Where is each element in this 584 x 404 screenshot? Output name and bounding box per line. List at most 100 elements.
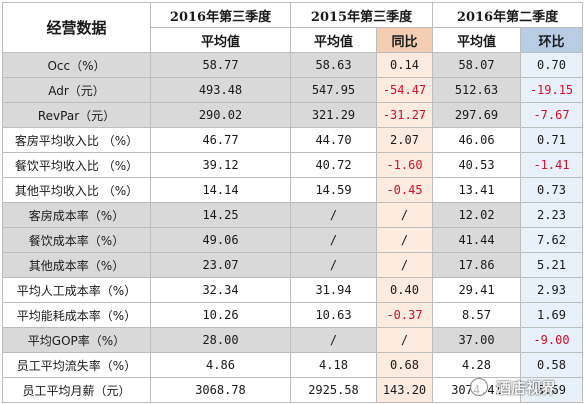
row-label: 其他成本率（%） — [2, 252, 151, 278]
value-2015q3: / — [290, 227, 377, 253]
value-yoy: 0.40 — [376, 277, 433, 303]
value-yoy: 0.68 — [376, 352, 433, 378]
value-yoy: / — [376, 202, 433, 228]
value-2015q3: 547.95 — [290, 77, 377, 103]
watermark: 酒店视界 — [495, 379, 556, 397]
table-row: Adr（元） 493.48 547.95 -54.47 512.63 -19.15 — [2, 77, 583, 103]
header-row-periods: 经营数据 2016年第三季度 2015年第三季度 2016年第二季度 — [2, 2, 583, 53]
value-2016q3: 493.48 — [150, 77, 291, 103]
value-2016q3: 39.12 — [150, 152, 291, 178]
col-qoq: 环比 — [520, 27, 583, 53]
value-2016q2: 297.69 — [432, 102, 521, 128]
row-label: 餐饮平均收入比 （%） — [2, 152, 151, 178]
value-qoq: -7.67 — [520, 102, 583, 128]
value-yoy: 0.14 — [376, 52, 433, 78]
period-2016-q3: 2016年第三季度 — [150, 2, 291, 28]
row-label: 员工平均月薪（元） — [2, 377, 151, 403]
table-row: 其他平均收入比 （%） 14.14 14.59 -0.45 13.41 0.73 — [2, 177, 583, 203]
value-yoy: -0.45 — [376, 177, 433, 203]
col-yoy: 同比 — [376, 27, 433, 53]
row-label: Occ（%） — [2, 52, 151, 78]
value-qoq: 0.70 — [520, 52, 583, 78]
value-2016q3: 14.25 — [150, 202, 291, 228]
value-2016q3: 3068.78 — [150, 377, 291, 403]
value-yoy: -1.60 — [376, 152, 433, 178]
value-qoq: 2.93 — [520, 277, 583, 303]
value-2016q2: 512.63 — [432, 77, 521, 103]
value-yoy: 2.07 — [376, 127, 433, 153]
value-2015q3: 10.63 — [290, 302, 377, 328]
value-2015q3: 4.18 — [290, 352, 377, 378]
value-yoy: / — [376, 227, 433, 253]
table-row: 平均人工成本率（%） 32.34 31.94 0.40 29.41 2.93 — [2, 277, 583, 303]
row-label: 平均人工成本率（%） — [2, 277, 151, 303]
value-yoy: -31.27 — [376, 102, 433, 128]
value-2016q2: 58.07 — [432, 52, 521, 78]
table-row: 平均能耗成本率（%） 10.26 10.63 -0.37 8.57 1.69 — [2, 302, 583, 328]
value-2015q3: 31.94 — [290, 277, 377, 303]
header-row-subcolumns: 平均值 平均值 同比 平均值 环比 — [3, 27, 583, 53]
value-qoq: -19.15 — [520, 77, 583, 103]
value-2016q2: 17.86 — [432, 252, 521, 278]
value-2015q3: 14.59 — [290, 177, 377, 203]
value-2016q2: 46.06 — [432, 127, 521, 153]
value-2016q3: 32.34 — [150, 277, 291, 303]
corner-label: 经营数据 — [2, 2, 151, 53]
value-yoy: 143.20 — [376, 377, 433, 403]
table-row: Occ（%） 58.77 58.63 0.14 58.07 0.70 — [2, 52, 583, 78]
value-2015q3: / — [290, 327, 377, 353]
value-2016q3: 10.26 — [150, 302, 291, 328]
value-qoq: 0.58 — [520, 352, 583, 378]
value-qoq: 5.69 — [520, 377, 583, 403]
row-label: 平均能耗成本率（%） — [2, 302, 151, 328]
value-qoq: -1.41 — [520, 152, 583, 178]
table-row: RevPar（元） 290.02 321.29 -31.27 297.69 -7.67 — [2, 102, 583, 128]
watermark-logo-icon — [470, 378, 488, 396]
table-row: 员工平均流失率（%） 4.86 4.18 0.68 4.28 0.58 — [2, 352, 583, 378]
table-row: 餐饮成本率（%） 49.06//41.44 7.62 — [2, 227, 583, 253]
value-2016q2: 4.28 — [432, 352, 521, 378]
period-2016-q2: 2016年第二季度 — [432, 2, 583, 28]
value-2016q2: 40.53 — [432, 152, 521, 178]
value-2015q3: 2925.58 — [290, 377, 377, 403]
value-2015q3: 44.70 — [290, 127, 377, 153]
value-2016q2: 37.00 — [432, 327, 521, 353]
value-qoq: 7.62 — [520, 227, 583, 253]
value-2015q3: 40.72 — [290, 152, 377, 178]
col-avg-2016q2: 平均值 — [432, 27, 521, 53]
value-2016q3: 14.14 — [150, 177, 291, 203]
table-row: 餐饮平均收入比 （%） 39.12 40.72 -1.60 40.53 -1.41 — [2, 152, 583, 178]
table-row: 其他成本率（%） 23.07//17.86 5.21 — [2, 252, 583, 278]
value-qoq: 2.23 — [520, 202, 583, 228]
table-row: 客房成本率（%） 14.25//12.02 2.23 — [2, 202, 583, 228]
value-qoq: 0.73 — [520, 177, 583, 203]
value-2016q2: 12.02 — [432, 202, 521, 228]
value-2016q2: 41.44 — [432, 227, 521, 253]
row-label: 其他平均收入比 （%） — [2, 177, 151, 203]
value-2016q3: 28.00 — [150, 327, 291, 353]
value-2016q3: 46.77 — [150, 127, 291, 153]
value-2016q2: 8.57 — [432, 302, 521, 328]
col-avg-2016q3: 平均值 — [150, 27, 291, 53]
period-2015-q3: 2015年第三季度 — [290, 2, 433, 28]
value-2015q3: 58.63 — [290, 52, 377, 78]
value-yoy: -54.47 — [376, 77, 433, 103]
value-2016q3: 58.77 — [150, 52, 291, 78]
value-qoq: -9.00 — [520, 327, 583, 353]
row-label: 员工平均流失率（%） — [2, 352, 151, 378]
value-2016q3: 49.06 — [150, 227, 291, 253]
value-2016q3: 4.86 — [150, 352, 291, 378]
row-label: 平均GOP率（%） — [2, 327, 151, 353]
value-qoq: 5.21 — [520, 252, 583, 278]
value-2015q3: / — [290, 252, 377, 278]
table-row: 平均GOP率（%） 28.00//37.00 -9.00 — [2, 327, 583, 353]
value-yoy: / — [376, 252, 433, 278]
value-2016q3: 23.07 — [150, 252, 291, 278]
row-label: Adr（元） — [2, 77, 151, 103]
value-2016q2: 29.41 — [432, 277, 521, 303]
value-qoq: 1.69 — [520, 302, 583, 328]
value-2016q2: 13.41 — [432, 177, 521, 203]
value-2015q3: / — [290, 202, 377, 228]
